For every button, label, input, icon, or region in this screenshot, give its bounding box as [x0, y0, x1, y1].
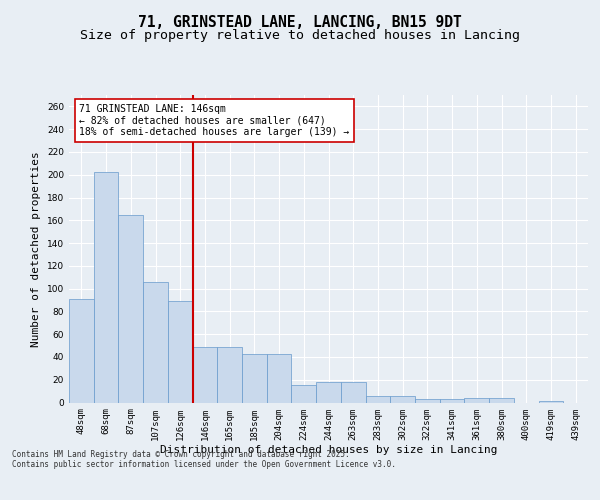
Bar	[341, 382, 365, 402]
Bar	[168, 301, 193, 402]
Bar	[316, 382, 341, 402]
Y-axis label: Number of detached properties: Number of detached properties	[31, 151, 41, 346]
Bar	[390, 396, 415, 402]
Text: 71, GRINSTEAD LANE, LANCING, BN15 9DT: 71, GRINSTEAD LANE, LANCING, BN15 9DT	[138, 15, 462, 30]
Bar	[489, 398, 514, 402]
Text: Contains HM Land Registry data © Crown copyright and database right 2025.
Contai: Contains HM Land Registry data © Crown c…	[12, 450, 396, 469]
Bar	[217, 346, 242, 403]
Bar	[242, 354, 267, 403]
Text: Size of property relative to detached houses in Lancing: Size of property relative to detached ho…	[80, 30, 520, 43]
Bar	[365, 396, 390, 402]
Bar	[69, 299, 94, 403]
Bar	[267, 354, 292, 403]
Bar	[415, 399, 440, 402]
Bar	[464, 398, 489, 402]
Bar	[440, 399, 464, 402]
Bar	[94, 172, 118, 402]
X-axis label: Distribution of detached houses by size in Lancing: Distribution of detached houses by size …	[160, 445, 497, 455]
Bar	[118, 214, 143, 402]
Bar	[143, 282, 168, 403]
Bar	[292, 386, 316, 402]
Text: 71 GRINSTEAD LANE: 146sqm
← 82% of detached houses are smaller (647)
18% of semi: 71 GRINSTEAD LANE: 146sqm ← 82% of detac…	[79, 104, 350, 138]
Bar	[193, 346, 217, 403]
